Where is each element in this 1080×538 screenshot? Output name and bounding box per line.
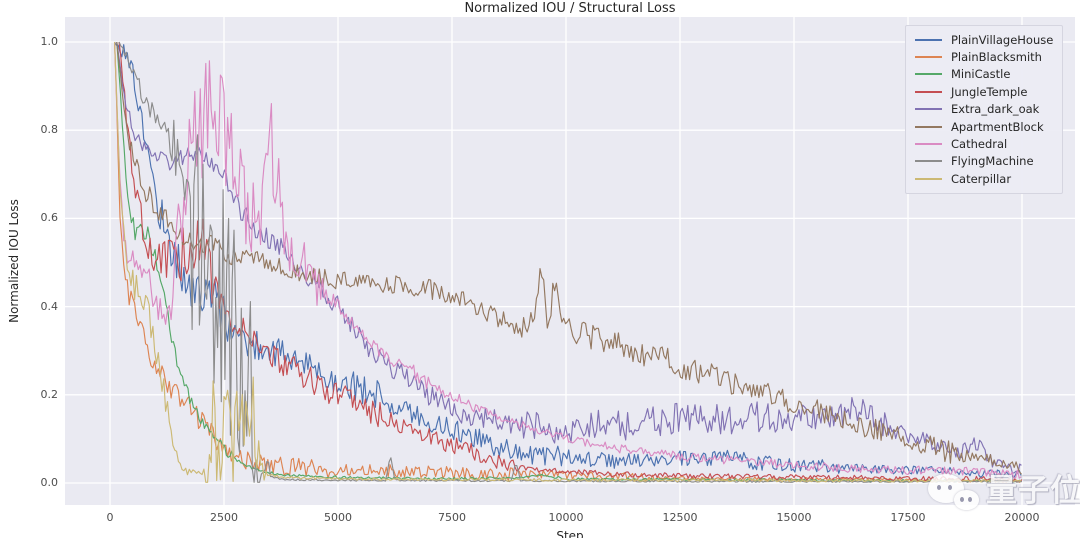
legend-line-sample (915, 125, 942, 128)
y-tick-label: 0.2 (40, 387, 59, 401)
legend-label: Extra_dark_oak (951, 102, 1040, 117)
x-tick-label: 2500 (210, 511, 238, 524)
x-tick-label: 5000 (324, 511, 352, 524)
x-tick-label: 17500 (890, 511, 926, 524)
legend-label: MiniCastle (951, 67, 1011, 82)
legend-item: ApartmentBlock (915, 118, 1054, 135)
legend-item: Cathedral (915, 135, 1054, 152)
legend-label: Caterpillar (951, 171, 1012, 186)
legend-label: PlainBlacksmith (951, 50, 1042, 65)
plot-area: PlainVillageHouse PlainBlacksmith MiniCast… (65, 17, 1080, 510)
y-tick-label: 0.4 (40, 299, 59, 313)
y-tick-label: 1.0 (40, 35, 59, 48)
x-axis-label: Step (556, 529, 584, 538)
legend-line-sample (915, 143, 942, 146)
chat-bubble-icon (954, 490, 979, 510)
series-line-Caterpillar (114, 41, 1022, 483)
series-line-PlainBlacksmith (114, 41, 1022, 483)
legend-line-sample (915, 38, 942, 41)
chart-title: Normalized IOU / Structural Loss (464, 1, 676, 16)
legend-line-sample (915, 177, 942, 180)
x-tick-label: 20000 (1004, 511, 1040, 524)
bubble-eye-icon (968, 497, 972, 502)
bubble-eye-icon (937, 485, 941, 490)
x-tick-label: 0 (106, 511, 114, 524)
legend: PlainVillageHouse PlainBlacksmith MiniCast… (905, 25, 1063, 194)
series-line-Cathedral (114, 41, 1022, 479)
legend-label: FlyingMachine (951, 154, 1034, 169)
y-tick-label: 0.6 (40, 211, 59, 225)
bubble-eye-icon (948, 485, 952, 490)
legend-item: FlyingMachine (915, 153, 1054, 170)
legend-line-sample (915, 73, 942, 76)
watermark-text: 量子位 (986, 473, 1080, 509)
legend-item: JungleTemple (915, 83, 1054, 100)
bubble-eye-icon (960, 497, 964, 502)
legend-line-sample (915, 108, 942, 111)
legend-item: PlainBlacksmith (915, 48, 1054, 65)
legend-label: JungleTemple (951, 84, 1028, 99)
x-tick-label: 12500 (662, 511, 698, 524)
legend-item: MiniCastle (915, 66, 1054, 83)
legend-line-sample (915, 160, 942, 163)
legend-line-sample (915, 56, 942, 59)
grid-lines (65, 17, 1075, 505)
legend-label: ApartmentBlock (951, 119, 1044, 134)
x-tick-label: 15000 (776, 511, 812, 524)
x-tick-label: 10000 (548, 511, 584, 524)
series-line-FlyingMachine (118, 41, 1023, 483)
y-tick-label: 0.0 (40, 476, 59, 489)
series-line-ApartmentBlock (116, 41, 1022, 475)
legend-label: PlainVillageHouse (951, 32, 1054, 47)
legend-item: PlainVillageHouse (915, 31, 1054, 48)
chart-canvas (65, 17, 1075, 505)
series-line-Extra_dark_oak (116, 41, 1022, 475)
legend-item: Extra_dark_oak (915, 101, 1054, 118)
legend-label: Cathedral (951, 137, 1008, 152)
watermark: 量子位 (910, 466, 1080, 518)
y-tick-label: 0.8 (40, 123, 59, 137)
legend-line-sample (915, 90, 942, 93)
x-tick-label: 7500 (438, 511, 466, 524)
legend-item: Caterpillar (915, 170, 1054, 187)
y-axis-label: Normalized IOU Loss (7, 199, 21, 323)
